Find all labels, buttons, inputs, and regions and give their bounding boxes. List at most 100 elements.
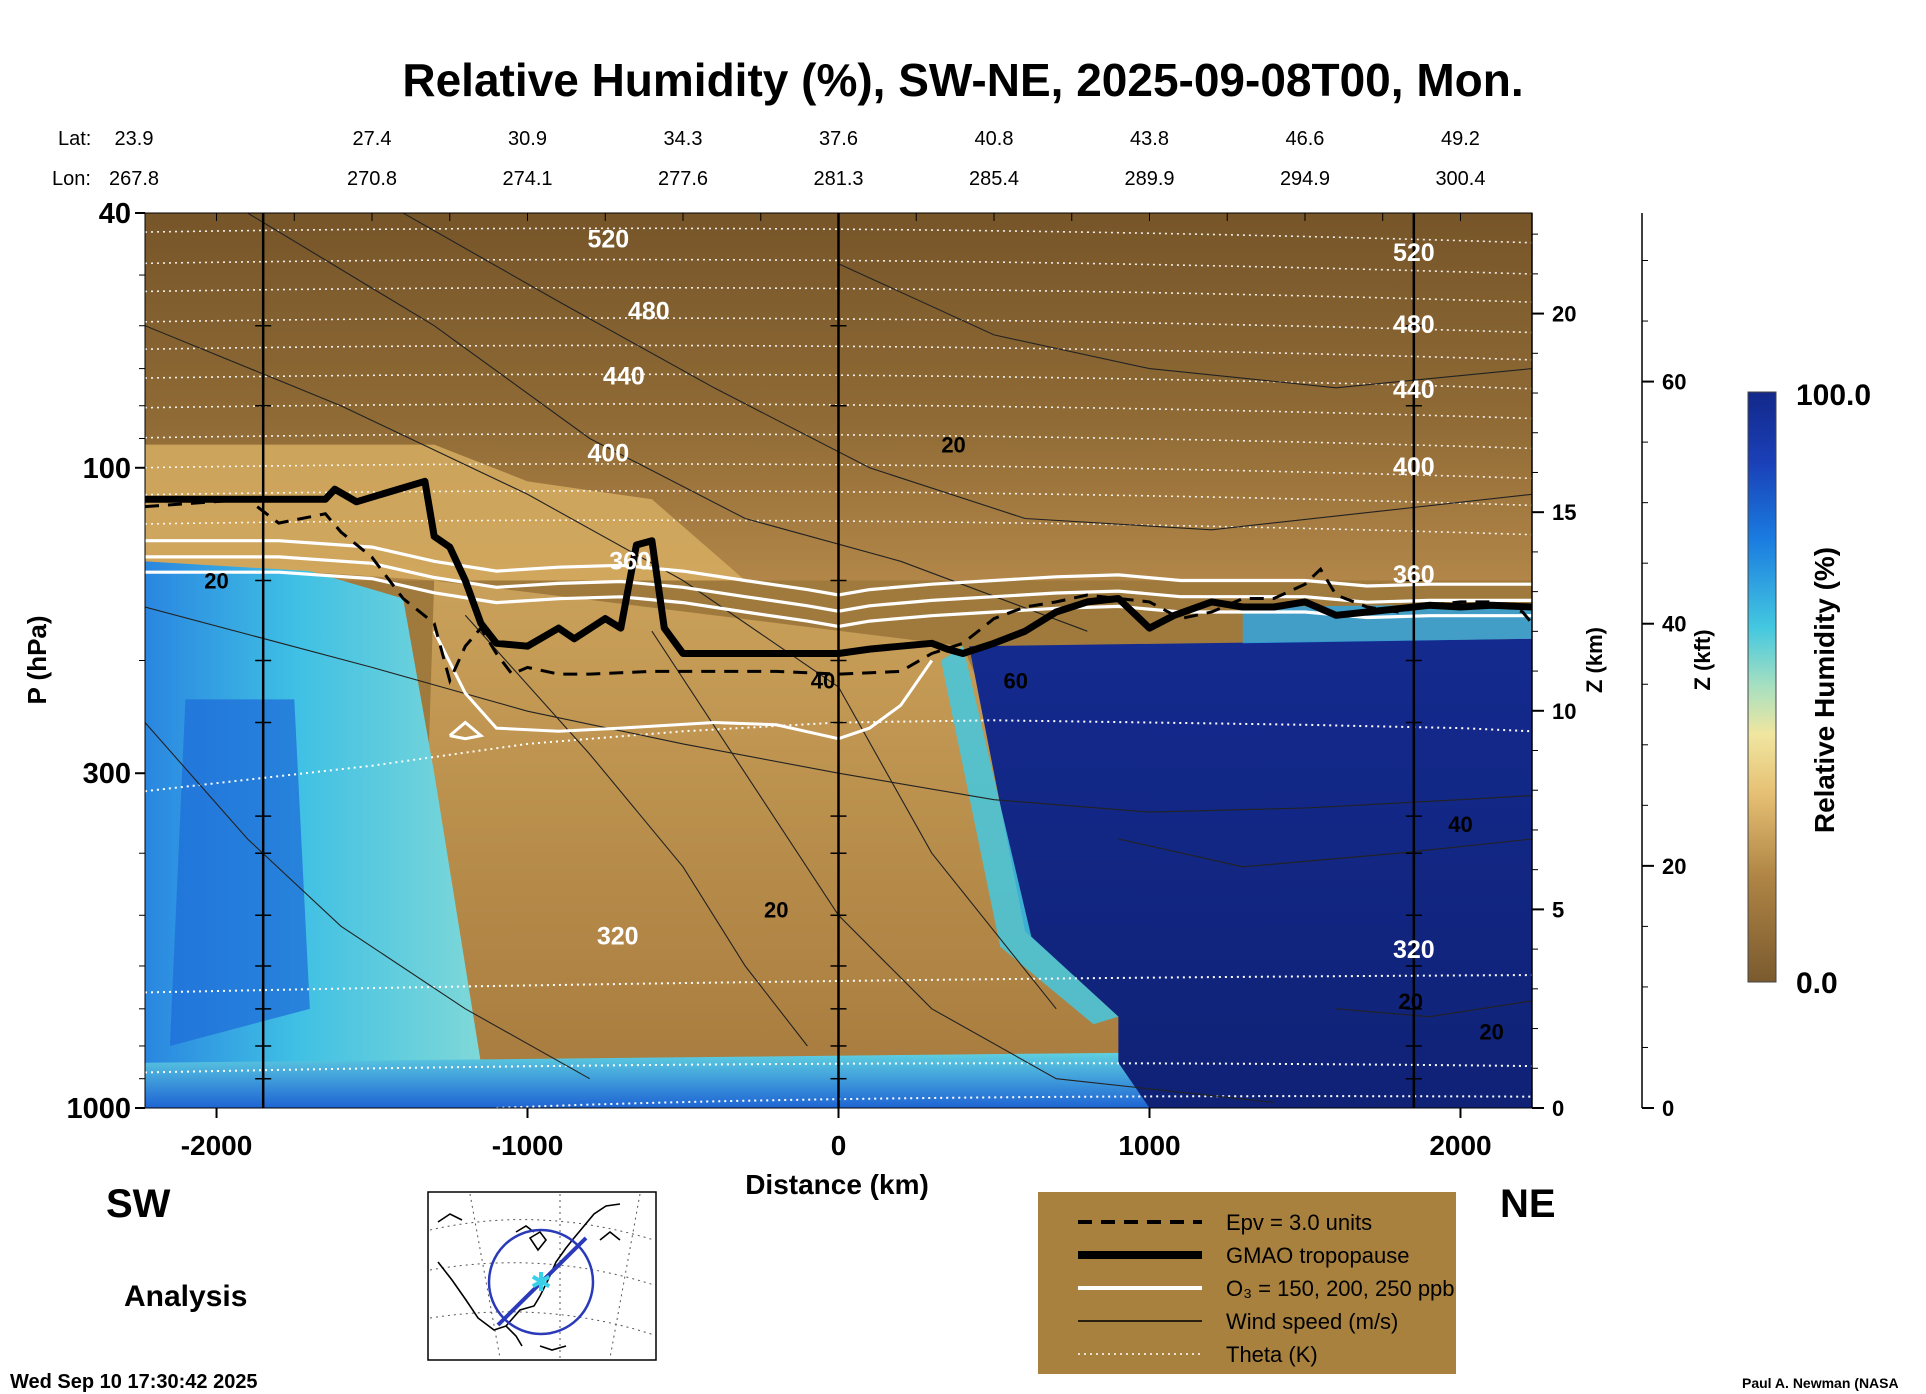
wind-speed-contour-line: [1118, 838, 1532, 868]
theta-contour-label: 320: [597, 923, 639, 951]
lat-value: 46.6: [1286, 128, 1325, 150]
theta-contour-line: [496, 1095, 1532, 1108]
ne-label: NE: [1500, 1182, 1556, 1226]
z-km-tick-label: 0: [1552, 1096, 1564, 1121]
inset-map: ✱: [427, 1191, 657, 1361]
wind-speed-contour-line: [145, 606, 1532, 813]
analysis-label: Analysis: [124, 1280, 247, 1313]
theta-contour-label: 520: [588, 226, 630, 254]
lat-value: 30.9: [508, 128, 547, 150]
colorbar-min-label: 0.0: [1796, 967, 1838, 1000]
boundary-layer-moist-region: [145, 1052, 1150, 1108]
wind-speed-contour-line: [247, 213, 1088, 632]
legend: Epv = 3.0 units GMAO tropopause O₃ = 150, …: [1038, 1192, 1456, 1374]
wind-speed-contour-line: [1336, 1000, 1532, 1018]
x-tick-label: 0: [831, 1130, 847, 1161]
lon-value: 294.9: [1280, 168, 1330, 190]
lon-value: 274.1: [502, 168, 552, 190]
z-km-tick-label: 5: [1552, 897, 1564, 922]
theta-contour-label: 320: [1393, 936, 1435, 964]
inset-map-frame: [427, 1191, 657, 1361]
colorbar: 100.0 0.0 Relative Humidity (%): [1747, 379, 1871, 1000]
x-axis-title: Distance (km): [745, 1169, 929, 1200]
y-axis-title: P (hPa): [22, 615, 52, 704]
lat-value: 37.6: [819, 128, 858, 150]
lon-value: 270.8: [347, 168, 397, 190]
colorbar-title: Relative Humidity (%): [1809, 547, 1840, 833]
z-km-tick-label: 20: [1552, 302, 1576, 327]
lat-value: 34.3: [664, 128, 703, 150]
ozone-contour-line: [432, 630, 934, 741]
wind-speed-contour-line: [402, 213, 1532, 531]
wind-speed-label: 20: [1398, 989, 1422, 1014]
credit: Paul A. Newman (NASA: [1742, 1375, 1899, 1391]
upper-light-tan-region: [145, 444, 746, 581]
theta-contour-label: 400: [1393, 453, 1435, 481]
lat-value: 40.8: [975, 128, 1014, 150]
lat-value: 23.9: [115, 128, 154, 150]
legend-label: GMAO tropopause: [1226, 1243, 1409, 1268]
theta-contour-label: 480: [628, 297, 670, 325]
colorbar-ramp: [1747, 391, 1777, 983]
wind-speed-contour-line: [651, 630, 1274, 1103]
northeast-saturated-region: [969, 638, 1532, 1108]
colorbar-max-label: 100.0: [1796, 379, 1871, 412]
theta-contour-label: 360: [609, 547, 651, 575]
y-tick-label: 100: [83, 453, 131, 485]
z-km-tick-label: 15: [1552, 500, 1576, 525]
timestamp: Wed Sep 10 17:30:42 2025: [10, 1371, 258, 1393]
wind-speed-label: 20: [764, 898, 788, 923]
wind-speed-label: 40: [811, 669, 835, 694]
z-kft-tick-label: 40: [1662, 612, 1686, 637]
lon-value: 281.3: [813, 168, 863, 190]
z-kft-axis-title: Z (kft): [1690, 629, 1715, 690]
inset-map-range-circle: [487, 1228, 595, 1336]
z-kft-tick-label: 0: [1662, 1096, 1674, 1121]
wind-speed-contour-line: [838, 263, 1532, 389]
lon-value: 285.4: [969, 168, 1019, 190]
ozone-contour-line: [145, 539, 1532, 597]
lon-value: 300.4: [1435, 168, 1485, 190]
z-km-axis-title: Z (km): [1582, 627, 1607, 693]
legend-label: Theta (K): [1226, 1342, 1318, 1367]
lat-value: 27.4: [353, 128, 392, 150]
wind-speed-label: 20: [941, 433, 965, 458]
lon-row-label: Lon:: [52, 168, 91, 190]
southwest-blue-core: [169, 699, 310, 1046]
wind-speed-contour-line: [464, 614, 808, 1047]
z-kft-tick-label: 20: [1662, 854, 1686, 879]
lon-value: 267.8: [109, 168, 159, 190]
wind-speed-contour-line: [145, 722, 590, 1080]
y-tick-label: 40: [99, 198, 131, 230]
ozone-contour-line: [448, 720, 485, 741]
axes-layer: -2000 -1000 0 1000 2000 40 100 300 1000 0 5 10 15 20 0…: [66, 198, 1686, 1161]
z-km-tick-label: 10: [1552, 699, 1576, 724]
legend-label: Wind speed (m/s): [1226, 1309, 1398, 1334]
theta-contour-label: 520: [1393, 239, 1435, 267]
z-kft-tick-label: 60: [1662, 370, 1686, 395]
wind-speed-label: 20: [1479, 1020, 1503, 1045]
contour-layer: 520 520 480 480 440 440 400 400 360 360 320 320 20 20…: [145, 213, 1532, 1108]
wind-speed-label: 60: [1004, 669, 1028, 694]
wind-speed-label: 20: [204, 569, 228, 594]
lat-lon-header: Lat: Lon: 23.9 267.8 27.4 270.8 30.9 274.1 34.…: [52, 128, 1486, 190]
midtroposphere-dry-region: [427, 580, 1119, 1063]
inset-map-center-star: ✱: [530, 1268, 552, 1298]
lat-row-label: Lat:: [58, 128, 91, 150]
inset-map-coastline: [437, 1203, 621, 1351]
theta-contour-label: 480: [1393, 311, 1435, 339]
epv-contour-line: [145, 497, 1532, 686]
theta-contour-label: 440: [603, 362, 645, 390]
wind-speed-label: 40: [1448, 812, 1472, 837]
x-tick-label: 1000: [1118, 1130, 1180, 1161]
legend-label: Epv = 3.0 units: [1226, 1210, 1372, 1235]
theta-contour-label: 440: [1393, 376, 1435, 404]
lon-value: 289.9: [1124, 168, 1174, 190]
wind-speed-contour-line: [145, 325, 1057, 1010]
sw-label: SW: [106, 1182, 171, 1226]
chart-title: Relative Humidity (%), SW-NE, 2025-09-08…: [402, 54, 1523, 106]
theta-contour-label: 400: [588, 440, 630, 468]
theta-contour-line: [145, 719, 1532, 793]
y-tick-label: 300: [83, 758, 131, 790]
